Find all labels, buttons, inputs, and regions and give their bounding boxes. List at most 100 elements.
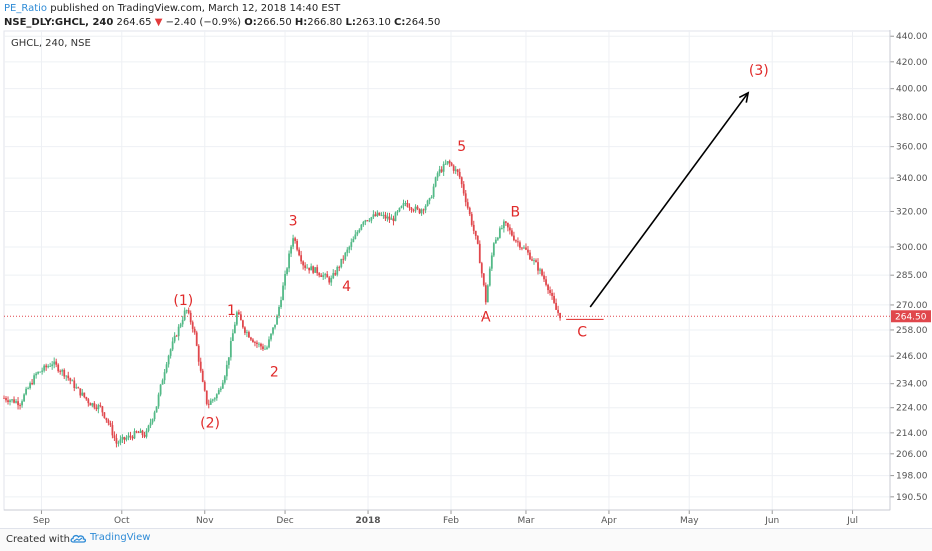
- candle-body: [225, 364, 228, 377]
- candle-body: [498, 228, 501, 238]
- ohlc-line: NSE_DLY:GHCL, 240 264.65 ▼ −2.40 (−0.9%)…: [4, 17, 440, 28]
- candle-body: [19, 405, 21, 406]
- candle-body: [358, 229, 361, 233]
- footer: Created with TradingView: [0, 528, 932, 551]
- candle-body: [450, 163, 453, 166]
- candle-body: [284, 274, 286, 286]
- candle-body: [17, 401, 19, 406]
- candle-body: [197, 345, 200, 362]
- candle-body: [23, 394, 25, 402]
- candle-body: [233, 324, 236, 334]
- candle-body: [406, 203, 409, 207]
- candle-body: [320, 275, 323, 277]
- candle-body: [119, 439, 122, 443]
- price-change: −2.40 (−0.9%): [165, 17, 242, 28]
- candle-body: [545, 279, 547, 285]
- chart-legend: GHCL, 240, NSE: [11, 38, 91, 49]
- candle-body: [248, 332, 250, 338]
- y-tick-label: 340.00: [896, 174, 928, 184]
- candle-body: [231, 333, 234, 342]
- candle-body: [340, 258, 343, 268]
- candle-body: [470, 214, 473, 225]
- candle-body: [414, 206, 417, 211]
- candle-body: [183, 310, 186, 320]
- candle-body: [541, 269, 543, 276]
- candle-body: [15, 401, 17, 403]
- candle-body: [159, 384, 162, 395]
- candle-body: [215, 394, 218, 399]
- candle-body: [133, 431, 136, 439]
- candle-body: [171, 341, 174, 350]
- candle-body: [338, 266, 341, 268]
- candle-body: [135, 431, 138, 433]
- wave-label: C: [577, 324, 587, 340]
- candle-body: [344, 252, 347, 260]
- wave-label: A: [481, 309, 491, 325]
- candle-body: [322, 275, 325, 277]
- candle-body: [85, 397, 88, 400]
- candle-body: [241, 320, 244, 328]
- x-tick-label: Sep: [33, 516, 50, 526]
- candle-body: [486, 285, 489, 303]
- candle-body: [79, 388, 82, 396]
- y-tick-label: 285.00: [896, 271, 928, 281]
- tradingview-link[interactable]: TradingView: [70, 532, 150, 543]
- x-tick-label: Mar: [517, 516, 534, 526]
- wave-label: 3: [289, 213, 298, 229]
- price-chart[interactable]: 190.50 198.00 206.00 214.00 224.00 234.00 246.…: [0, 30, 932, 528]
- candle-body: [416, 206, 419, 209]
- candle-body: [189, 312, 192, 323]
- candle-body: [308, 267, 311, 271]
- candle-body: [193, 328, 196, 333]
- tradingview-cloud-icon: [70, 534, 86, 543]
- candle-body: [211, 399, 214, 401]
- candle-body: [474, 230, 477, 236]
- y-tick-label: 270.00: [896, 301, 928, 311]
- candle-body: [410, 207, 413, 211]
- high-label: H:: [294, 17, 308, 28]
- candle-body: [314, 267, 317, 273]
- candle-body: [480, 263, 483, 274]
- candle-body: [392, 218, 395, 222]
- candle-body: [165, 364, 168, 373]
- candle-body: [324, 274, 327, 276]
- candle-body: [173, 335, 176, 342]
- candle-body: [472, 224, 475, 231]
- candle-body: [539, 269, 541, 271]
- y-tick-label: 400.00: [896, 85, 928, 95]
- candle-body: [143, 435, 146, 437]
- candle-body: [187, 310, 190, 313]
- candle-body: [61, 369, 64, 372]
- x-tick-label: Feb: [443, 516, 459, 526]
- candle-body: [551, 292, 553, 296]
- candle-body: [557, 309, 559, 313]
- candle-body: [191, 322, 194, 329]
- candle-body: [83, 392, 86, 398]
- candle-body: [37, 371, 40, 374]
- projection-arrow-line: [589, 92, 749, 308]
- down-arrow-icon: ▼: [154, 17, 163, 28]
- candle-body: [402, 203, 405, 207]
- candle-body: [513, 235, 515, 241]
- candle-body: [368, 220, 371, 222]
- close-value: 264.50: [405, 17, 441, 28]
- candle-body: [376, 212, 379, 216]
- candle-body: [177, 326, 180, 337]
- candle-body: [115, 438, 118, 444]
- candle-body: [306, 267, 309, 269]
- y-tick-label: 224.00: [896, 404, 928, 414]
- candle-body: [256, 342, 258, 344]
- candle-body: [21, 401, 23, 406]
- candle-body: [360, 224, 363, 230]
- candle-body: [390, 218, 393, 220]
- candle-body: [43, 365, 46, 371]
- candle-body: [442, 164, 445, 172]
- candle-body: [252, 339, 254, 343]
- x-tick-label: Jul: [846, 516, 858, 526]
- candle-body: [235, 312, 238, 325]
- candle-body: [13, 399, 15, 403]
- candle-body: [169, 349, 172, 356]
- candle-body: [330, 278, 333, 283]
- candle-body: [181, 319, 184, 325]
- author-link[interactable]: PE_Ratio: [4, 3, 48, 14]
